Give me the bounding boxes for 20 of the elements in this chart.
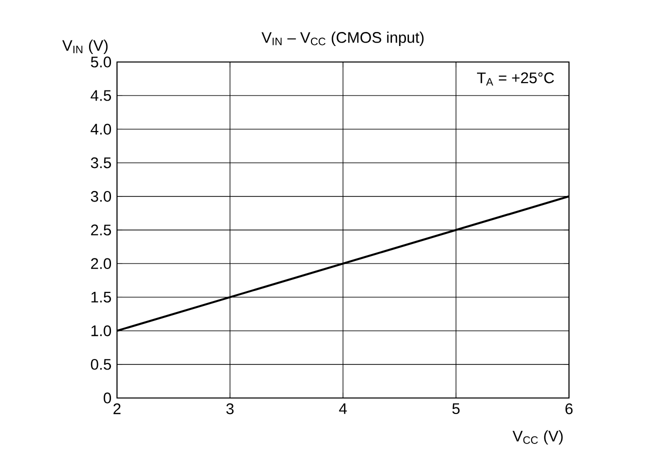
y-tick-label: 2.5 [91, 224, 111, 236]
y-tick-label: 0.5 [90, 358, 111, 370]
y-tick-label: 0 [104, 392, 112, 404]
y-axis-title: V$_{IN}$ (V) [62, 40, 108, 54]
x-tick-label: 2 [114, 403, 120, 414]
x-tick-label: 6 [566, 403, 573, 414]
chart-title: V$_{IN}$ – V$_{CC}$ (CMOS input) [262, 32, 424, 46]
x-tick-label: 5 [452, 403, 460, 414]
y-tick-label: 4.0 [90, 124, 112, 135]
annotation: T$_{A}$ = +25°C [477, 72, 554, 86]
y-tick-label: 5.0 [90, 56, 112, 68]
y-tick-label: 2.0 [91, 258, 112, 270]
x-tick-label: 3 [226, 403, 234, 414]
y-tick-label: 1.0 [91, 325, 112, 336]
x-tick-label: 4 [339, 403, 347, 414]
y-tick-label: 4.5 [90, 90, 111, 101]
y-tick-label: 3.5 [90, 157, 111, 168]
x-axis-title: V$_{CC}$ (V) [512, 430, 563, 445]
y-tick-label: 1.5 [91, 292, 111, 303]
y-tick-label: 3.0 [90, 190, 112, 202]
